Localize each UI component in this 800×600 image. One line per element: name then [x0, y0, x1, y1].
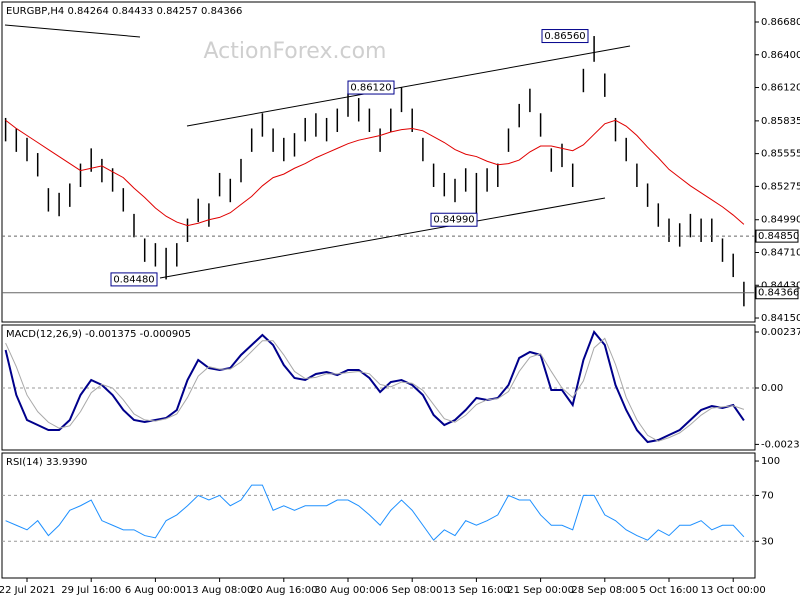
annotation-label: 0.86560 — [544, 31, 585, 42]
indicator-line — [5, 484, 745, 541]
annotation-box — [347, 80, 395, 95]
indicator-line — [4, 330, 745, 444]
trend-line — [4, 24, 141, 38]
trend-line — [186, 45, 631, 127]
y-tick-label: 0.85555 — [761, 149, 800, 160]
y-tick-label: 0.86680 — [761, 17, 800, 28]
y-tick-label: 0.00237 — [761, 327, 800, 338]
y-tick-label: 0.85835 — [761, 116, 800, 127]
panel-frame — [1, 452, 756, 579]
moving-average — [5, 119, 745, 227]
panel-title: EURGBP,H4 0.84264 0.84433 0.84257 0.8436… — [6, 6, 242, 17]
y-tick-label: 30 — [761, 536, 774, 547]
price-tag-label: 0.84366 — [758, 288, 799, 299]
x-tick-label: 5 Oct 16:00 — [640, 585, 699, 596]
price-tag — [755, 229, 799, 243]
y-tick-label: -0.002387 — [761, 439, 800, 450]
y-tick-label: 100 — [761, 456, 780, 467]
y-tick-label: 0.84430 — [761, 280, 800, 291]
x-tick-label: 21 Sep 00:00 — [507, 585, 574, 596]
panel-frame — [1, 1, 756, 323]
trend-line — [159, 197, 606, 279]
annotation-box — [541, 29, 589, 44]
y-tick-label: 0.84990 — [761, 215, 800, 226]
y-tick-label: 0.84150 — [761, 313, 800, 324]
x-tick-label: 13 Aug 08:00 — [186, 585, 253, 596]
panel-title: MACD(12,26,9) -0.001375 -0.000905 — [6, 329, 191, 340]
panel-title: RSI(14) 33.9390 — [6, 457, 87, 468]
annotation-box — [430, 212, 478, 227]
price-tag-label: 0.84850 — [758, 231, 799, 242]
annotation-label: 0.84480 — [113, 274, 154, 285]
x-tick-label: 20 Aug 16:00 — [250, 585, 317, 596]
x-tick-label: 22 Jul 2021 — [0, 585, 55, 596]
x-tick-label: 6 Sep 08:00 — [382, 585, 442, 596]
indicator-line — [5, 337, 745, 442]
y-tick-label: 0.86400 — [761, 50, 800, 61]
x-tick-label: 30 Aug 00:00 — [314, 585, 381, 596]
y-tick-label: 0.85275 — [761, 181, 800, 192]
x-tick-label: 13 Sep 16:00 — [443, 585, 510, 596]
y-tick-label: 70 — [761, 490, 774, 501]
y-tick-label: 0.84710 — [761, 248, 800, 259]
x-tick-label: 29 Jul 16:00 — [61, 585, 121, 596]
annotation-box — [110, 272, 158, 287]
y-tick-label: 0.86120 — [761, 83, 800, 94]
annotation-label: 0.86120 — [350, 83, 391, 94]
annotation-label: 0.84990 — [433, 215, 474, 226]
x-tick-label: 28 Sep 08:00 — [571, 585, 638, 596]
price-tag — [755, 286, 799, 300]
watermark: ActionForex.com — [204, 39, 387, 64]
x-tick-label: 6 Aug 00:00 — [125, 585, 186, 596]
y-tick-label: 0.00 — [761, 383, 783, 394]
x-tick-label: 13 Oct 00:00 — [701, 585, 766, 596]
